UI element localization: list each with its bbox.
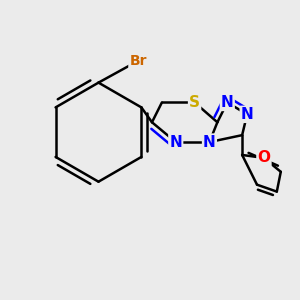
Text: N: N [221,95,234,110]
Text: Br: Br [129,54,147,68]
Text: N: N [241,107,254,122]
Text: N: N [169,135,182,150]
Text: O: O [257,150,270,165]
Text: N: N [203,135,216,150]
Text: S: S [189,95,200,110]
